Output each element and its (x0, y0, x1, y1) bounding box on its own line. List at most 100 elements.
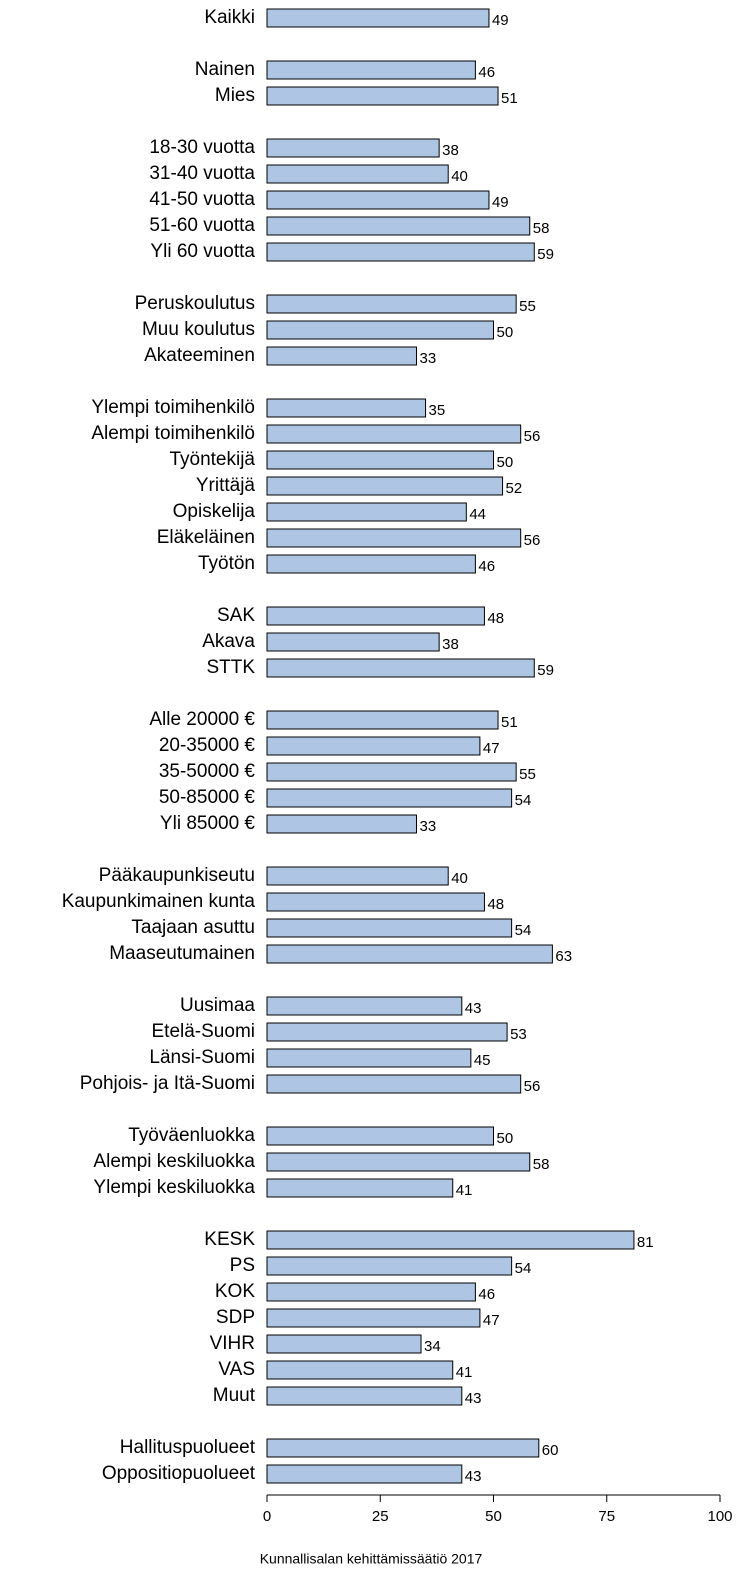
bar (266, 788, 513, 808)
bar (266, 814, 417, 834)
y-tick-label: Mies (215, 85, 255, 106)
value-label: 48 (487, 896, 504, 913)
bar (266, 216, 531, 236)
value-label: 55 (519, 298, 536, 315)
bar (266, 944, 553, 964)
value-label: 49 (492, 194, 509, 211)
bar (266, 710, 499, 730)
y-tick-label: Eläkeläinen (157, 527, 255, 548)
source-note: Kunnallisalan kehittämissäätiö 2017 (260, 1551, 483, 1567)
value-label: 50 (497, 454, 514, 471)
x-tick-label: 50 (485, 1508, 502, 1525)
value-label: 43 (465, 1390, 482, 1407)
y-tick-label: Työntekijä (169, 449, 255, 470)
y-tick-label: Peruskoulutus (135, 293, 255, 314)
y-tick-label: KESK (204, 1229, 255, 1250)
bar (266, 1360, 454, 1380)
value-label: 33 (419, 350, 436, 367)
value-label: 54 (515, 922, 532, 939)
value-label: 35 (429, 402, 446, 419)
y-tick-label: Uusimaa (180, 995, 255, 1016)
value-label: 59 (537, 662, 554, 679)
bar (266, 632, 440, 652)
bar (266, 918, 513, 938)
bar (266, 320, 494, 340)
x-tick-label: 0 (263, 1508, 271, 1525)
y-tick-label: Pääkaupunkiseutu (99, 865, 255, 886)
y-tick-label: Nainen (195, 59, 255, 80)
y-tick-label: Hallituspuolueet (120, 1437, 256, 1458)
bar (266, 866, 449, 886)
value-label: 51 (501, 90, 518, 107)
y-tick-label: STTK (206, 657, 255, 678)
y-tick-label: Länsi-Suomi (149, 1047, 255, 1068)
value-label: 48 (487, 610, 504, 627)
value-label: 59 (537, 246, 554, 263)
y-tick-label: 41-50 vuotta (149, 189, 255, 210)
bar (266, 450, 494, 470)
value-label: 50 (497, 324, 514, 341)
bar (266, 1178, 454, 1198)
y-tick-label: 51-60 vuotta (149, 215, 255, 236)
x-tick-label: 75 (598, 1508, 615, 1525)
y-tick-label: Muut (213, 1385, 256, 1406)
y-tick-label: Oppositiopuolueet (102, 1463, 256, 1484)
y-tick-label: Akava (202, 631, 255, 652)
value-label: 60 (542, 1442, 559, 1459)
value-label: 54 (515, 1260, 532, 1277)
y-tick-label: Ylempi keskiluokka (93, 1177, 255, 1198)
y-tick-label: 35-50000 € (159, 761, 256, 782)
bar (266, 892, 485, 912)
y-tick-label: Muu koulutus (142, 319, 255, 340)
y-tick-label: SAK (217, 605, 255, 626)
value-label: 49 (492, 12, 509, 29)
bar (266, 1022, 508, 1042)
bar (266, 996, 463, 1016)
bar (266, 60, 476, 80)
y-tick-label: Ylempi toimihenkilö (91, 397, 255, 418)
value-label: 52 (506, 480, 523, 497)
value-label: 44 (469, 506, 486, 523)
bar (266, 658, 535, 678)
value-label: 40 (451, 870, 468, 887)
y-tick-label: Kaupunkimainen kunta (62, 891, 256, 912)
y-tick-label: Opiskelija (173, 501, 256, 522)
value-label: 47 (483, 1312, 500, 1329)
y-tick-label: Työtön (198, 553, 255, 574)
y-tick-label: Pohjois- ja Itä-Suomi (80, 1073, 255, 1094)
bar (266, 502, 467, 522)
y-tick-label: Alempi keskiluokka (93, 1151, 255, 1172)
y-tick-label: PS (230, 1255, 255, 1276)
bar (266, 1438, 540, 1458)
bar (266, 606, 485, 626)
x-tick-label: 25 (372, 1508, 389, 1525)
y-tick-label: SDP (216, 1307, 255, 1328)
bar (266, 1308, 481, 1328)
bar (266, 1126, 494, 1146)
y-tick-label: Etelä-Suomi (152, 1021, 256, 1042)
bar (266, 294, 517, 314)
bar (266, 1334, 422, 1354)
y-tick-label: Kaikki (204, 7, 255, 28)
value-label: 56 (524, 428, 541, 445)
value-label: 56 (524, 1078, 541, 1095)
bar (266, 138, 440, 158)
bar (266, 1256, 513, 1276)
bar (266, 1230, 635, 1250)
value-label: 81 (637, 1234, 654, 1251)
bar (266, 190, 490, 210)
value-label: 43 (465, 1468, 482, 1485)
y-tick-label: VIHR (210, 1333, 255, 1354)
y-tick-label: Yli 60 vuotta (150, 241, 255, 262)
value-label: 41 (456, 1182, 473, 1199)
bar (266, 86, 499, 106)
value-label: 33 (419, 818, 436, 835)
value-label: 55 (519, 766, 536, 783)
bar (266, 1464, 463, 1484)
value-label: 38 (442, 142, 459, 159)
value-label: 46 (478, 558, 495, 575)
bar (266, 554, 476, 574)
value-label: 34 (424, 1338, 441, 1355)
bar (266, 346, 417, 366)
